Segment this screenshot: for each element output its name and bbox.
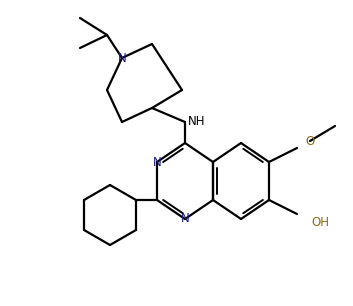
Text: N: N	[152, 155, 161, 169]
Text: OH: OH	[311, 215, 329, 229]
Text: N: N	[181, 212, 189, 226]
Text: O: O	[305, 135, 315, 147]
Text: NH: NH	[188, 114, 206, 128]
Text: N: N	[118, 51, 126, 65]
